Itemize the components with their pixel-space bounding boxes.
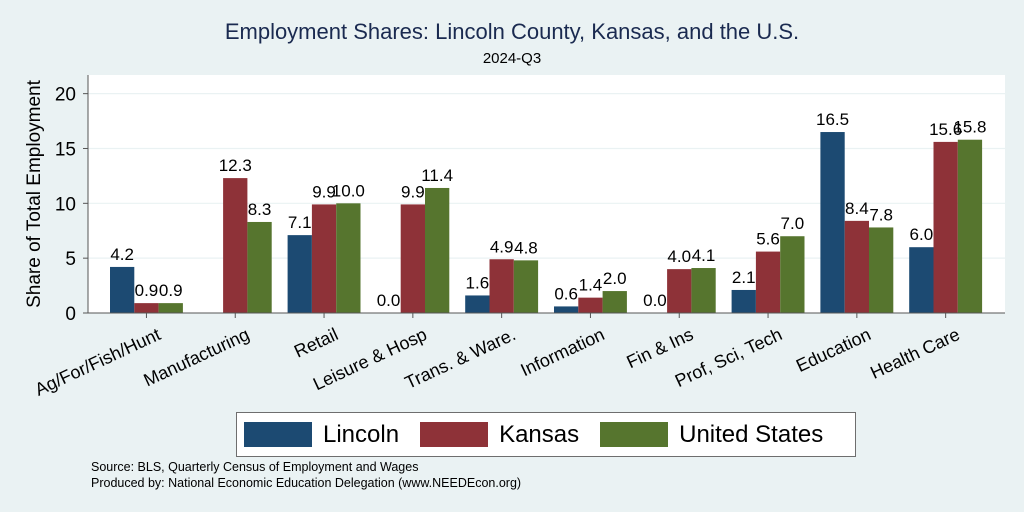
bar-lincoln [731,289,756,313]
bar-value-label: 4.2 [110,245,134,264]
x-tick-label: Information [517,324,607,380]
bars [110,132,983,313]
bar-united-states [691,268,716,313]
legend-swatch-united-states [600,422,669,447]
bar-value-label: 15.6 [929,120,962,139]
bar-value-label: 0.0 [377,291,401,310]
bar-value-label: 6.0 [910,225,934,244]
bar-value-label: 4.9 [490,237,514,256]
produced-by-note: Produced by: National Economic Education… [91,476,522,490]
y-ticks: 0 5 10 15 20 [55,85,88,325]
y-axis-label: Share of Total Employment [24,79,45,307]
y-tick-label: 10 [55,194,76,215]
chart-notes: Source: BLS, Quarterly Census of Employm… [91,459,521,491]
bar-lincoln [820,132,845,313]
x-tick-label: Education [793,324,874,376]
legend-item-lincoln: Lincoln [244,421,399,449]
x-tick-label: Ag/For/Fish/Hunt [32,324,164,400]
bar-kansas [933,141,958,313]
x-tick-label: Fin & Ins [624,324,697,372]
bar-value-label: 4.8 [514,238,538,257]
bar-value-label: 16.5 [816,110,849,129]
bar-united-states [957,139,983,313]
bar-united-states [336,203,361,313]
chart-title: Employment Shares: Lincoln County, Kansa… [224,19,800,44]
legend-label: United States [679,420,824,448]
legend: Lincoln Kansas United States [236,412,856,457]
bar-value-label: 2.1 [732,268,756,287]
chart-subtitle: 2024-Q3 [482,50,542,67]
bar-kansas [844,220,869,313]
bar-value-label: 11.4 [421,166,453,185]
bar-united-states [780,236,805,313]
bar-value-label: 9.9 [401,182,425,201]
bar-lincoln [110,266,135,313]
bar-value-label: 7.8 [869,205,893,224]
bar-value-label: 5.6 [756,230,780,249]
bar-lincoln [554,306,579,313]
bar-value-label: 12.3 [219,156,252,175]
bar-value-label: 1.4 [579,276,603,295]
bar-united-states [513,260,539,313]
bar-kansas [311,204,337,313]
bar-kansas [223,178,248,313]
bar-kansas [134,303,159,313]
bar-kansas [578,297,603,313]
source-note: Source: BLS, Quarterly Census of Employm… [91,460,419,474]
bar-value-label: 15.8 [953,118,986,137]
bar-kansas [667,269,692,313]
legend-label: Lincoln [323,420,400,448]
bar-united-states [425,187,450,313]
legend-item-kansas: Kansas [420,421,579,449]
bar-chart: 4.20.9 0.912.38.37.19.910.00.09.911.41.64… [24,75,1005,400]
bar-value-label: 1.6 [466,273,490,292]
bar-value-label: 4.1 [692,246,716,265]
bar-united-states [602,291,627,313]
bar-kansas [755,251,781,313]
bar-value-label: 4.0 [667,247,691,266]
bar-value-label: 8.4 [845,199,869,218]
bar-value-label: 9.9 [312,182,336,201]
y-tick-label: 15 [55,139,76,160]
bar-united-states [247,221,272,313]
bar-kansas [489,259,514,313]
bar-value-label: 0.6 [554,284,578,303]
bar-value-label: 0.9 [135,281,159,300]
bar-labels: 4.20.9 0.912.38.37.19.910.00.09.911.41.64… [110,110,986,310]
bar-value-label: 0.9 [159,281,183,300]
bar-lincoln [909,247,934,313]
bar-lincoln [287,235,312,313]
legend-item-united-states: United States [600,421,823,449]
bar-value-label: 10.0 [332,181,365,200]
bar-value-label: 7.0 [781,214,805,233]
legend-swatch-lincoln [244,422,312,447]
bar-value-label: 7.1 [288,213,312,232]
bar-value-label: 8.3 [248,200,272,219]
bar-lincoln [465,295,490,313]
bar-value-label: 2.0 [603,269,627,288]
bar-united-states [158,303,183,313]
x-tick-label: Health Care [867,324,963,383]
bar-united-states [869,227,894,313]
bar-kansas [400,204,425,313]
y-tick-label: 5 [65,249,76,270]
bar-value-label: 0.0 [643,291,667,310]
x-tick-label: Retail [291,324,341,362]
y-tick-label: 20 [55,85,76,106]
legend-label: Kansas [499,420,580,448]
y-tick-label: 0 [65,304,76,325]
legend-swatch-kansas [420,422,489,447]
